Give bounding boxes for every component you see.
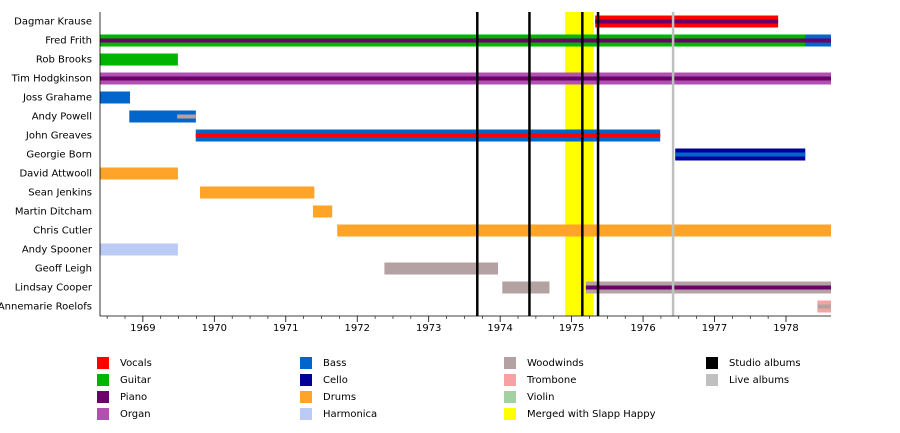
role-accent bbox=[595, 19, 779, 24]
legend-label: Vocals bbox=[120, 358, 152, 369]
member-label: Andy Powell bbox=[32, 112, 92, 123]
legend-label: Violin bbox=[527, 392, 554, 403]
legend-swatch bbox=[504, 391, 516, 403]
x-tick-label: 1977 bbox=[702, 323, 727, 334]
role-bar bbox=[100, 243, 178, 256]
member-label: Georgie Born bbox=[26, 150, 92, 161]
legend-label: Piano bbox=[120, 392, 147, 403]
x-tick-label: 1973 bbox=[416, 323, 441, 334]
legend-label: Bass bbox=[323, 358, 346, 369]
role-accent bbox=[817, 304, 831, 309]
member-label: Annemarie Roelofs bbox=[0, 302, 92, 313]
legend-swatch bbox=[300, 357, 312, 369]
member-label: Tim Hodgkinson bbox=[11, 74, 92, 85]
x-tick-label: 1969 bbox=[130, 323, 155, 334]
member-label: Martin Ditcham bbox=[15, 207, 92, 218]
member-label: Chris Cutler bbox=[33, 226, 93, 237]
member-label: Rob Brooks bbox=[36, 55, 92, 66]
member-label: Geoff Leigh bbox=[35, 264, 92, 275]
x-tick-label: 1974 bbox=[487, 323, 512, 334]
role-bar bbox=[200, 186, 315, 199]
role-bar bbox=[100, 91, 131, 104]
member-label: John Greaves bbox=[25, 131, 92, 142]
legend-swatch bbox=[300, 408, 312, 420]
legend-label: Merged with Slapp Happy bbox=[527, 409, 656, 420]
role-accent bbox=[195, 133, 661, 138]
role-accent bbox=[177, 114, 196, 119]
role-accent bbox=[100, 76, 831, 81]
period bbox=[565, 12, 594, 316]
role-accent bbox=[675, 152, 806, 157]
legend-swatch bbox=[706, 357, 718, 369]
legend-label: Cello bbox=[323, 375, 348, 386]
legend-swatch bbox=[300, 391, 312, 403]
legend-swatch bbox=[97, 408, 109, 420]
x-tick-label: 1971 bbox=[273, 323, 298, 334]
role-bar bbox=[502, 281, 550, 294]
legend-label: Studio albums bbox=[729, 358, 801, 369]
role-bar bbox=[337, 224, 831, 237]
legend-swatch bbox=[504, 408, 516, 420]
role-accent bbox=[805, 38, 831, 43]
member-label: Andy Spooner bbox=[22, 245, 93, 256]
legend-swatch bbox=[97, 391, 109, 403]
legend-label: Guitar bbox=[120, 375, 152, 386]
legend-label: Live albums bbox=[729, 375, 789, 386]
legend-label: Harmonica bbox=[323, 409, 377, 420]
legend-swatch bbox=[300, 374, 312, 386]
role-bar bbox=[100, 167, 178, 180]
member-label: Fred Frith bbox=[45, 36, 92, 47]
role-accent bbox=[100, 38, 831, 43]
legend-swatch bbox=[706, 374, 718, 386]
legend-label: Trombone bbox=[526, 375, 576, 386]
role-bar bbox=[312, 205, 333, 218]
member-label: Lindsay Cooper bbox=[15, 283, 93, 294]
x-tick-label: 1970 bbox=[202, 323, 227, 334]
x-tick-label: 1975 bbox=[559, 323, 584, 334]
role-bar bbox=[384, 262, 499, 275]
member-label: David Attwooll bbox=[19, 169, 92, 180]
legend-swatch bbox=[504, 374, 516, 386]
member-label: Dagmar Krause bbox=[14, 17, 92, 28]
legend-label: Woodwinds bbox=[527, 358, 584, 369]
x-tick-label: 1976 bbox=[630, 323, 655, 334]
legend-label: Drums bbox=[323, 392, 356, 403]
member-label: Joss Grahame bbox=[22, 93, 92, 104]
member-label: Sean Jenkins bbox=[28, 188, 92, 199]
role-accent bbox=[585, 285, 831, 290]
legend-label: Organ bbox=[120, 409, 151, 420]
x-tick-label: 1978 bbox=[773, 323, 798, 334]
legend-swatch bbox=[97, 374, 109, 386]
role-bar bbox=[100, 53, 178, 66]
legend-swatch bbox=[97, 357, 109, 369]
x-tick-label: 1972 bbox=[345, 323, 370, 334]
legend-swatch bbox=[504, 357, 516, 369]
